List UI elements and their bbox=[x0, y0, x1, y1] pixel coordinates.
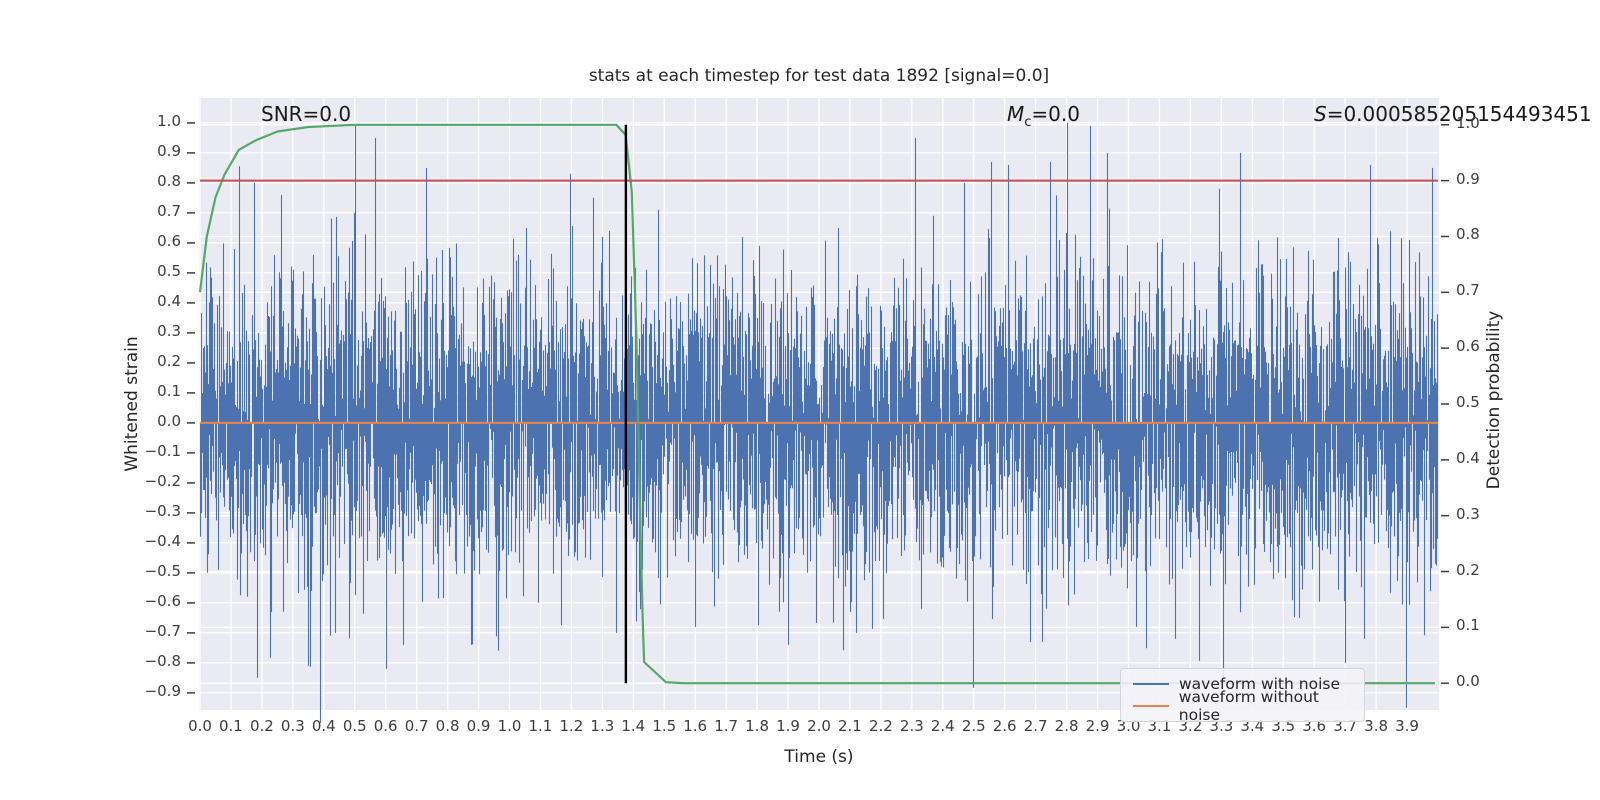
x-tick-label: 1.0 bbox=[497, 717, 522, 735]
left-y-tick-label: −0.1 bbox=[144, 441, 181, 460]
x-tick-label: 1.9 bbox=[776, 717, 800, 735]
left-y-tick-label: 0.1 bbox=[157, 381, 181, 400]
x-tick-label: 1.7 bbox=[714, 717, 739, 735]
s-statistic-annotation: S=0.000585205154493451 bbox=[1314, 102, 1592, 126]
x-tick-label: 0.1 bbox=[219, 717, 243, 735]
x-tick-label: 2.0 bbox=[807, 717, 831, 735]
chart-title: stats at each timestep for test data 189… bbox=[588, 66, 1050, 86]
right-y-tick-label: 0.6 bbox=[1456, 337, 1480, 356]
x-tick-label: 0.9 bbox=[466, 717, 491, 735]
left-y-tick-label: 0.0 bbox=[157, 411, 181, 430]
x-tick-label: 0.4 bbox=[311, 717, 336, 735]
legend: waveform with noise waveform without noi… bbox=[1120, 668, 1365, 724]
x-tick-label: 1.4 bbox=[621, 717, 646, 735]
x-tick-label: 1.1 bbox=[528, 717, 553, 735]
x-tick-label: 0.2 bbox=[249, 717, 274, 735]
left-y-tick-label: −0.7 bbox=[144, 621, 181, 640]
left-y-tick-label: 0.3 bbox=[157, 321, 181, 340]
chirp-mass-annotation: Mc=0.0 bbox=[1007, 102, 1080, 130]
right-y-tick-label: 0.9 bbox=[1456, 169, 1480, 188]
right-y-tick-label: 0.8 bbox=[1456, 225, 1480, 244]
right-y-tick-label: 0.2 bbox=[1456, 560, 1480, 579]
left-y-tick-label: −0.3 bbox=[144, 501, 181, 520]
left-y-tick-label: 0.9 bbox=[157, 141, 181, 160]
left-y-tick-label: 0.6 bbox=[157, 231, 181, 250]
right-y-tick-label: 1.0 bbox=[1456, 113, 1480, 132]
left-y-tick-label: −0.5 bbox=[144, 561, 181, 580]
right-y-tick-label: 0.3 bbox=[1456, 504, 1480, 523]
left-y-tick-label: −0.6 bbox=[144, 591, 181, 610]
s-statistic-symbol: S bbox=[1314, 102, 1327, 126]
right-y-axis-label: Detection probability bbox=[1484, 310, 1504, 490]
legend-line-orange bbox=[1133, 705, 1169, 707]
chirp-mass-value: =0.0 bbox=[1031, 102, 1080, 126]
x-tick-label: 2.8 bbox=[1054, 717, 1079, 735]
left-y-tick-label: 0.8 bbox=[157, 171, 181, 190]
legend-line-blue bbox=[1133, 683, 1169, 685]
x-tick-label: 1.5 bbox=[652, 717, 677, 735]
right-y-tick-label: 0.5 bbox=[1456, 393, 1480, 411]
x-tick-label: 2.6 bbox=[992, 717, 1017, 735]
left-y-tick-label: 0.2 bbox=[157, 351, 181, 370]
detection-probability-series bbox=[198, 123, 1435, 685]
x-tick-label: 2.1 bbox=[838, 717, 862, 735]
x-tick-label: 1.6 bbox=[683, 717, 708, 735]
left-y-tick-label: 0.4 bbox=[157, 291, 181, 310]
right-y-tick-label: 0.4 bbox=[1456, 448, 1480, 467]
x-tick-label: 3.9 bbox=[1395, 717, 1419, 735]
x-tick-label: 0.8 bbox=[435, 717, 460, 735]
x-tick-label: 3.8 bbox=[1364, 717, 1389, 735]
left-y-tick-label: 0.5 bbox=[157, 261, 181, 280]
legend-label: waveform with noise bbox=[1179, 675, 1340, 693]
x-tick-label: 0.5 bbox=[342, 717, 367, 735]
left-y-tick-label: −0.8 bbox=[144, 651, 181, 670]
left-y-tick-label: 0.7 bbox=[157, 201, 181, 220]
snr-annotation: SNR=0.0 bbox=[261, 102, 352, 126]
left-y-tick-label: −0.2 bbox=[144, 471, 181, 490]
x-tick-label: 2.5 bbox=[961, 717, 986, 735]
chirp-mass-symbol: M bbox=[1007, 102, 1025, 126]
left-y-tick-label: 1.0 bbox=[157, 111, 181, 130]
x-tick-label: 2.9 bbox=[1085, 717, 1110, 735]
x-tick-label: 0.0 bbox=[188, 717, 212, 735]
right-y-tick-label: 0.7 bbox=[1456, 281, 1480, 300]
x-tick-label: 2.3 bbox=[899, 717, 924, 735]
x-axis-label: Time (s) bbox=[784, 747, 854, 767]
right-y-tick-label: 0.1 bbox=[1456, 616, 1480, 635]
right-y-tick-label: 0.0 bbox=[1456, 672, 1480, 691]
x-tick-label: 1.3 bbox=[590, 717, 615, 735]
x-tick-label: 0.6 bbox=[373, 717, 398, 735]
x-tick-label: 0.7 bbox=[404, 717, 429, 735]
waveform-with-noise-series bbox=[199, 122, 1439, 724]
left-y-tick-label: −0.4 bbox=[144, 531, 181, 550]
x-tick-label: 2.4 bbox=[930, 717, 955, 735]
x-tick-label: 2.2 bbox=[868, 717, 893, 735]
x-tick-label: 2.7 bbox=[1023, 717, 1048, 735]
x-tick-label: 0.3 bbox=[280, 717, 305, 735]
x-tick-label: 1.2 bbox=[559, 717, 584, 735]
legend-label: waveform without noise bbox=[1178, 688, 1320, 724]
x-tick-label: 1.8 bbox=[745, 717, 770, 735]
legend-item-waveform-with-noise: waveform with noise bbox=[1121, 673, 1364, 695]
legend-item-waveform-without-noise: waveform without noise bbox=[1121, 688, 1364, 724]
left-y-tick-label: −0.9 bbox=[144, 681, 181, 700]
s-statistic-value: =0.000585205154493451 bbox=[1326, 102, 1592, 126]
chirp-mass-subscript: c bbox=[1024, 115, 1032, 130]
